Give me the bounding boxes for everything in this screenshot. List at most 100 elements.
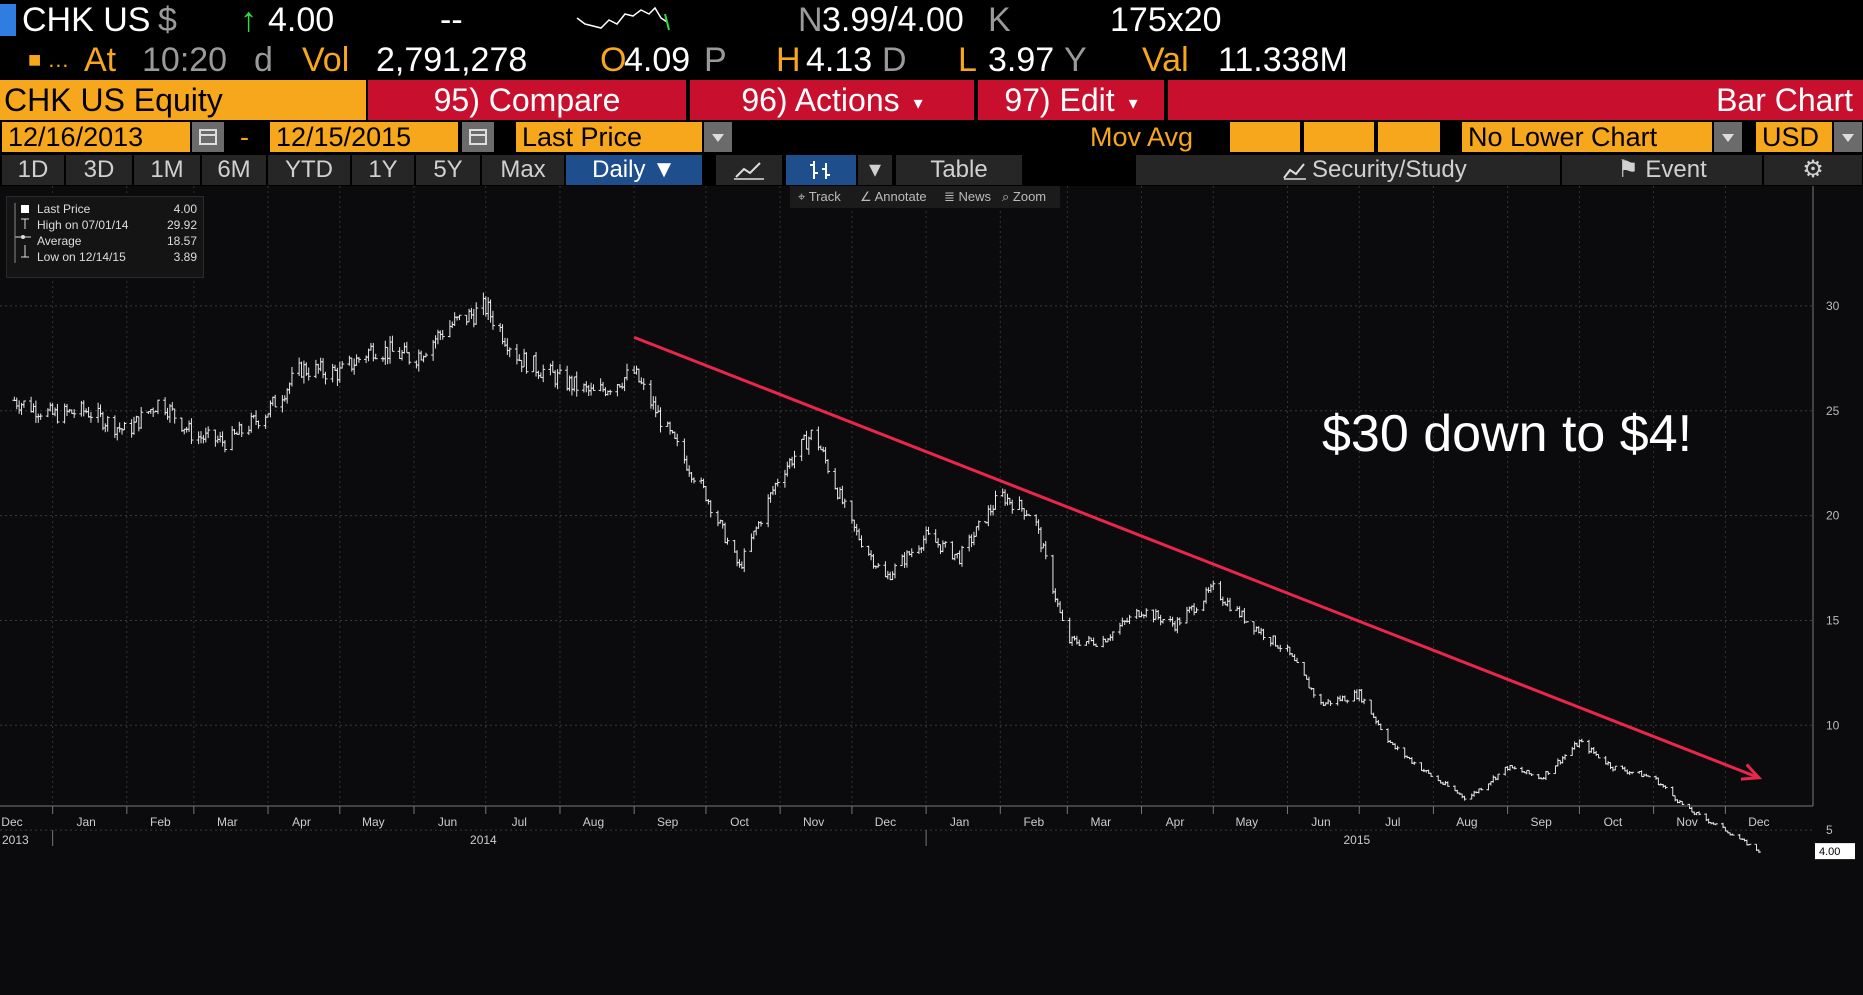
table-button[interactable]: Table xyxy=(896,155,1022,185)
open-suffix: P xyxy=(704,41,727,79)
legend-last-price: Last Price 4.00 xyxy=(37,201,197,217)
last-value-label: 4.00 xyxy=(1819,846,1840,858)
tab-1d[interactable]: 1D xyxy=(2,155,64,185)
tab-max[interactable]: Max xyxy=(482,155,564,185)
legend-icons xyxy=(14,203,31,263)
lower-chart-select[interactable]: No Lower Chart xyxy=(1462,122,1712,152)
legend-label: Low on 12/14/15 xyxy=(37,250,126,264)
price-field-select[interactable]: Last Price xyxy=(516,122,702,152)
mov-avg-field-1[interactable] xyxy=(1230,122,1300,152)
x-tick-label: Dec xyxy=(1748,815,1769,829)
line-chart-icon[interactable] xyxy=(716,155,782,185)
net-change: -- xyxy=(440,1,463,39)
security-study-button[interactable]: Security/Study xyxy=(1240,155,1560,185)
ticker[interactable]: CHK US xyxy=(22,1,151,39)
function-toolbar: CHK US Equity 95) Compare 96) Actions ▾ 9… xyxy=(0,80,1863,120)
end-date-field[interactable]: 12/15/2015 xyxy=(270,122,458,152)
low-suffix: Y xyxy=(1064,41,1087,79)
bid-ask-suffix: K xyxy=(988,1,1011,39)
date-separator: - xyxy=(240,122,249,152)
sparkline-icon xyxy=(576,6,670,31)
bid-ask-prefix: N xyxy=(798,1,823,39)
compare-button[interactable]: 95) Compare xyxy=(368,80,686,120)
event-button[interactable]: ⚑ Event xyxy=(1562,155,1762,185)
calendar-icon[interactable] xyxy=(192,122,224,152)
x-tick-label: Dec xyxy=(875,815,896,829)
chart-area[interactable]: 5 10 15 20 25 30 Dec Jan Feb Mar Apr May Jun Jul Aug Se… xyxy=(0,186,1863,995)
tab-1y[interactable]: 1Y xyxy=(352,155,414,185)
y-tick-label: 5 xyxy=(1826,823,1833,837)
chevron-down-icon[interactable] xyxy=(704,122,732,152)
low-value: 3.97 xyxy=(988,41,1055,79)
last-price: 4.00 xyxy=(268,1,335,39)
y-tick-label: 20 xyxy=(1826,509,1840,523)
trend-arrowhead xyxy=(1740,763,1763,781)
news-icon: ≣ xyxy=(944,189,955,204)
tab-3d[interactable]: 3D xyxy=(66,155,132,185)
legend-average: Average 18.57 xyxy=(37,233,197,249)
trade-time-suffix: d xyxy=(254,41,273,79)
legend-high: High on 07/01/14 29.92 xyxy=(37,217,197,233)
high-suffix: D xyxy=(882,41,907,79)
mov-avg-field-3[interactable] xyxy=(1378,122,1440,152)
chevron-down-icon: ▼ xyxy=(652,156,676,183)
high-value: 4.13 xyxy=(806,41,873,79)
x-tick-label: Jan xyxy=(950,815,969,829)
pen-icon: ∠ xyxy=(860,189,872,204)
trend-arrow xyxy=(633,335,1763,781)
news-tool[interactable]: ≣ News xyxy=(944,188,991,206)
bar-chart-icon[interactable] xyxy=(786,155,856,185)
up-arrow-icon: ↑ xyxy=(240,1,257,39)
currency-select[interactable]: USD xyxy=(1756,122,1832,152)
zoom-label: Zoom xyxy=(1012,189,1047,204)
study-chart-icon xyxy=(1283,163,1306,180)
traded-value: 11.338M xyxy=(1218,41,1348,79)
x-tick-label: Oct xyxy=(1604,815,1623,829)
frequency-label: Daily xyxy=(592,156,646,183)
volume-label: Vol xyxy=(302,41,350,79)
last-value-box xyxy=(1815,843,1855,860)
chevron-down-icon[interactable] xyxy=(1714,122,1742,152)
start-date-field[interactable]: 12/16/2013 xyxy=(2,122,190,152)
track-tool[interactable]: ⌖ Track xyxy=(798,188,841,206)
tab-ytd[interactable]: YTD xyxy=(268,155,350,185)
x-tick-label: Mar xyxy=(1090,815,1111,829)
legend-label: Last Price xyxy=(37,202,91,216)
bid-ask-size: 175x20 xyxy=(1110,1,1222,39)
actions-button[interactable]: 96) Actions ▾ xyxy=(690,80,974,120)
legend-value: 18.57 xyxy=(166,234,197,248)
edit-label: 97) Edit xyxy=(1004,82,1115,118)
tab-5y[interactable]: 5Y xyxy=(416,155,480,185)
dots-icon: ■ … xyxy=(28,47,70,72)
x-tick-label: Jan xyxy=(76,815,95,829)
edit-button[interactable]: 97) Edit ▾ xyxy=(978,80,1164,120)
date-range-bar: 12/16/2013 - 12/15/2015 Last Price Mov A… xyxy=(0,120,1863,154)
security-field[interactable]: CHK US Equity xyxy=(0,80,366,120)
tab-6m[interactable]: 6M xyxy=(202,155,266,185)
chevron-down-icon[interactable] xyxy=(1834,122,1862,152)
annotate-tool[interactable]: ∠ Annotate xyxy=(860,188,927,206)
gear-icon[interactable]: ⚙ xyxy=(1764,155,1862,185)
mov-avg-field-2[interactable] xyxy=(1304,122,1374,152)
high-label: H xyxy=(776,41,801,79)
zoom-tool[interactable]: ⌕ Zoom xyxy=(1002,188,1046,206)
x-tick-label: May xyxy=(1235,815,1258,829)
calendar-icon[interactable] xyxy=(462,122,494,152)
frequency-dropdown[interactable]: Daily ▼ xyxy=(566,155,702,185)
x-tick-label: Apr xyxy=(1166,815,1185,829)
event-label: Event xyxy=(1645,156,1707,183)
tab-1m[interactable]: 1M xyxy=(134,155,200,185)
x-tick-label: May xyxy=(362,815,385,829)
x-tick-label: Aug xyxy=(583,815,604,829)
x-tick-label: Feb xyxy=(1023,815,1044,829)
security-study-label: Security/Study xyxy=(1312,156,1467,183)
y-tick-label: 15 xyxy=(1826,613,1840,627)
grid xyxy=(0,186,1812,831)
chevron-down-icon[interactable]: ▾ xyxy=(858,155,892,185)
year-label: 2015 xyxy=(1344,833,1371,847)
x-tick-label: Jun xyxy=(1311,815,1330,829)
x-tick-label: Sep xyxy=(1530,815,1552,829)
chart-annotation[interactable]: $30 down to $4! xyxy=(1322,405,1693,463)
price-chart[interactable]: 5 10 15 20 25 30 Dec Jan Feb Mar Apr May Jun Jul Aug Se… xyxy=(0,186,1863,995)
news-label: News xyxy=(958,189,992,204)
